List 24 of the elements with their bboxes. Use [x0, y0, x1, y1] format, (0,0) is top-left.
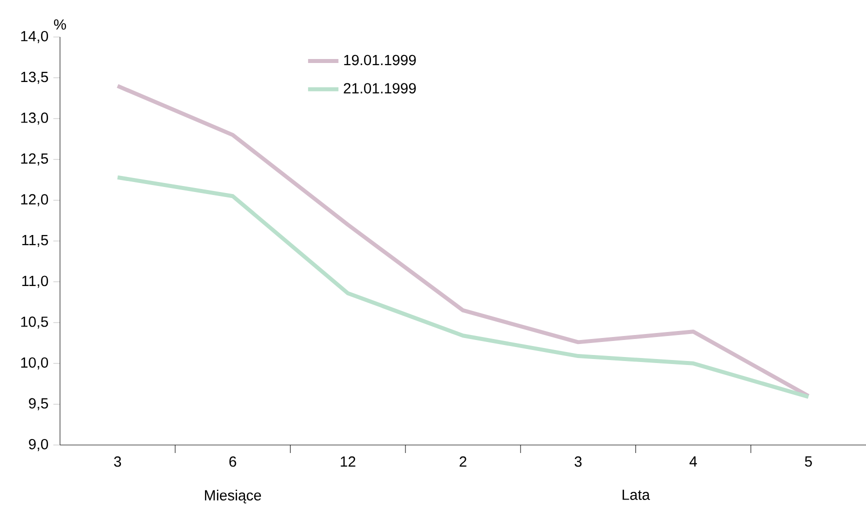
y-tick-label: 14,0: [21, 30, 48, 44]
y-tick-label: 10,0: [21, 357, 48, 370]
y-tick-label: 13,0: [21, 112, 48, 125]
y-axis-title: %: [54, 19, 66, 30]
x-tick-label: 6: [229, 456, 236, 467]
legend-label: 21.01.1999: [344, 83, 416, 94]
x-tick-label: 12: [340, 456, 356, 467]
text: Lata: [622, 490, 650, 500]
line-series: [116, 175, 810, 399]
text: Miesiące: [205, 490, 261, 504]
y-tick-label: 13,5: [21, 72, 48, 84]
y-tick-label: 10,5: [21, 316, 48, 329]
x-tick-label: 5: [804, 456, 812, 467]
x-tick-label: 3: [574, 456, 582, 467]
x-tick-label: 3: [114, 456, 122, 467]
y-tick-label: 11,0: [22, 276, 48, 288]
legend-label: 19.01.1999: [344, 54, 416, 66]
y-tick-label: 12,5: [21, 153, 48, 166]
y-tick-label: 9,0: [28, 438, 48, 452]
y-tick-label: 12,0: [21, 194, 48, 206]
x-tick-label: 2: [460, 456, 466, 467]
x-tick-label: 4: [690, 456, 697, 466]
y-tick-label: 9,5: [28, 398, 48, 410]
y-tick-label: 11,5: [22, 235, 48, 247]
